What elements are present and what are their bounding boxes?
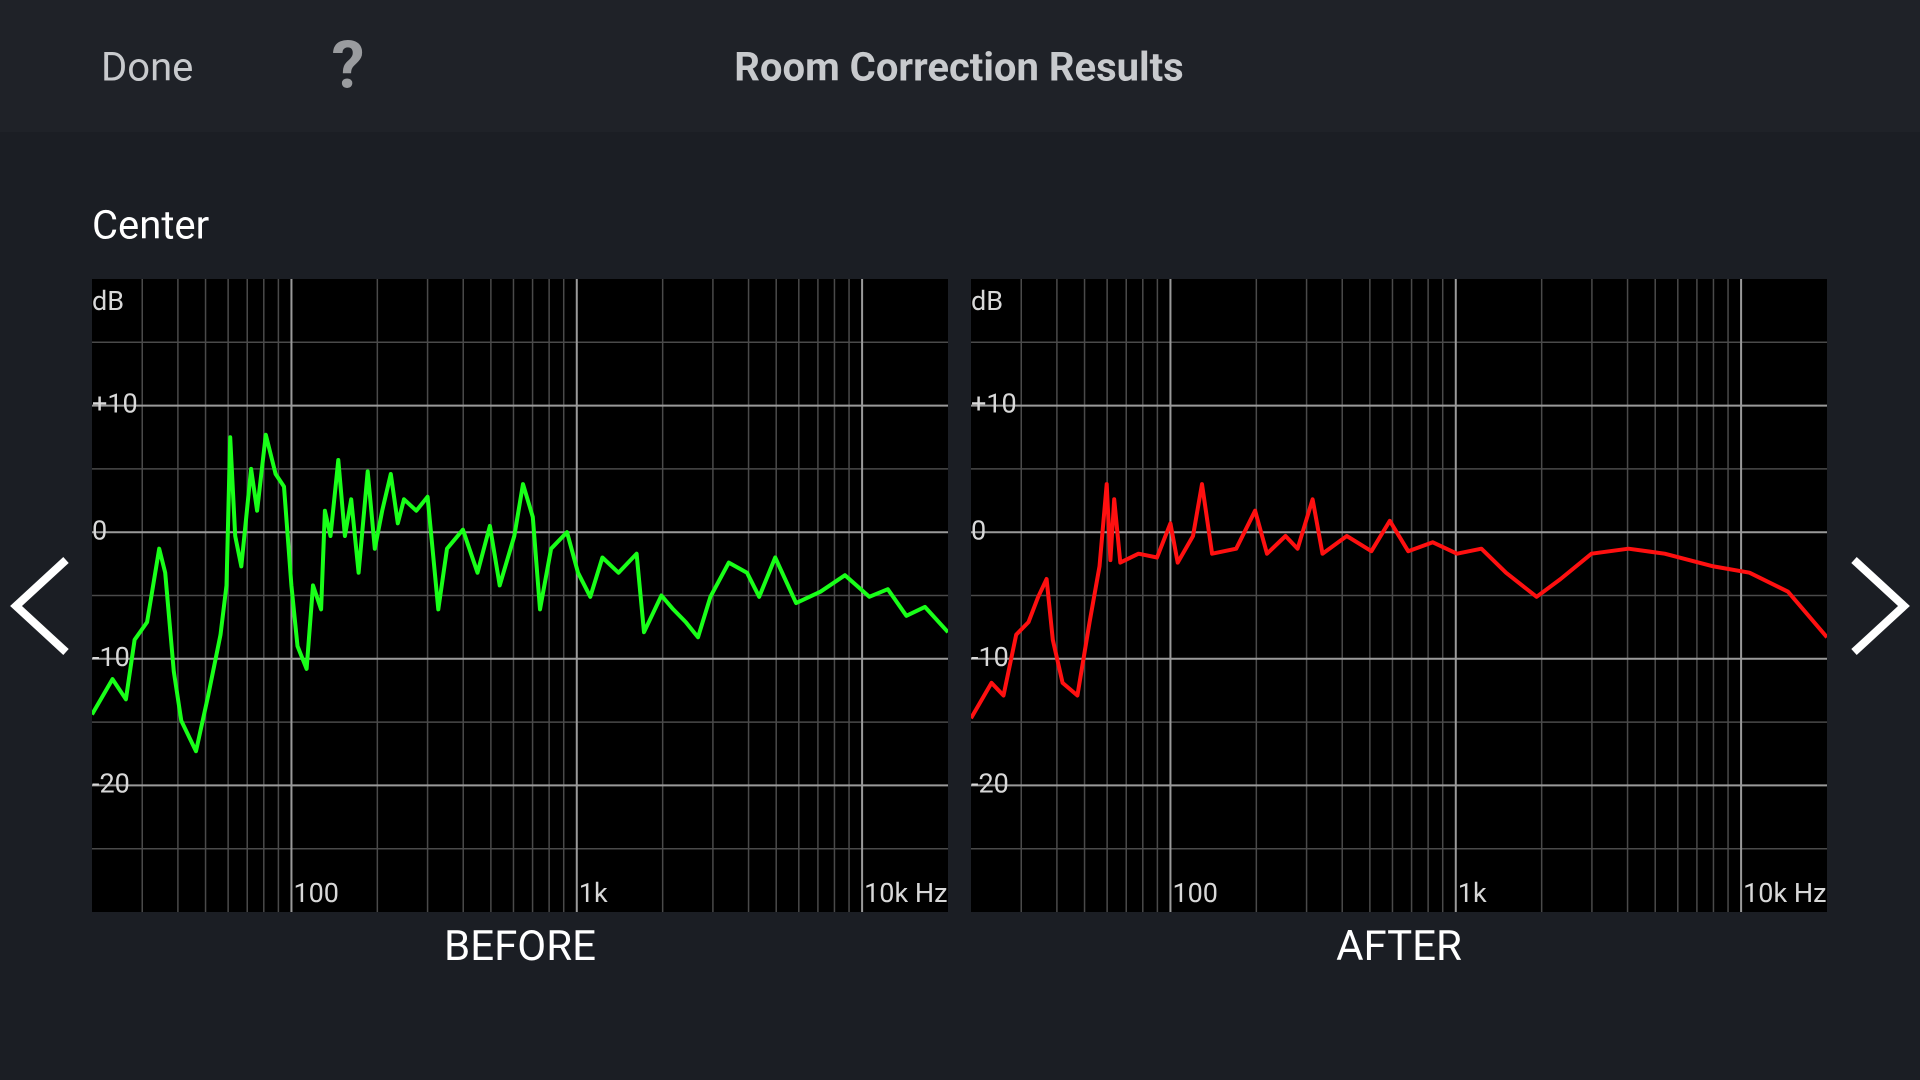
- y-tick-label: -20: [971, 768, 1009, 800]
- help-button[interactable]: ?: [332, 27, 365, 104]
- x-tick-label: 10k Hz: [864, 877, 947, 909]
- y-tick-label: 0: [92, 514, 107, 546]
- x-tick-label: 10k Hz: [1743, 877, 1826, 909]
- response-line: [92, 432, 948, 754]
- x-tick-label: 1k: [579, 877, 608, 909]
- y-tick-label: 0: [971, 514, 986, 546]
- y-tick-label: +10: [92, 388, 138, 420]
- next-arrow[interactable]: [1851, 557, 1910, 655]
- x-tick-label: 100: [1172, 877, 1218, 909]
- prev-arrow[interactable]: [10, 557, 69, 655]
- page-title: Room Correction Results: [734, 44, 1183, 91]
- y-axis-label: dB: [971, 285, 1003, 317]
- done-button[interactable]: Done: [101, 44, 193, 91]
- header-bar: [0, 0, 1920, 132]
- chart-caption: BEFORE: [444, 922, 596, 971]
- chart-panel: 100 1k 10k Hz -20 -10 0 +10 dB: [92, 279, 948, 912]
- y-tick-label: +10: [971, 388, 1017, 420]
- channel-name: Center: [92, 202, 209, 249]
- response-line: [971, 482, 1827, 720]
- y-axis-label: dB: [92, 285, 124, 317]
- x-tick-label: 100: [293, 877, 339, 909]
- x-tick-label: 1k: [1458, 877, 1487, 909]
- chart-caption: AFTER: [1336, 922, 1462, 971]
- y-tick-label: -10: [971, 641, 1009, 673]
- y-tick-label: -10: [92, 641, 130, 673]
- y-tick-label: -20: [92, 768, 130, 800]
- chart-panel: 100 1k 10k Hz -20 -10 0 +10 dB: [971, 279, 1827, 912]
